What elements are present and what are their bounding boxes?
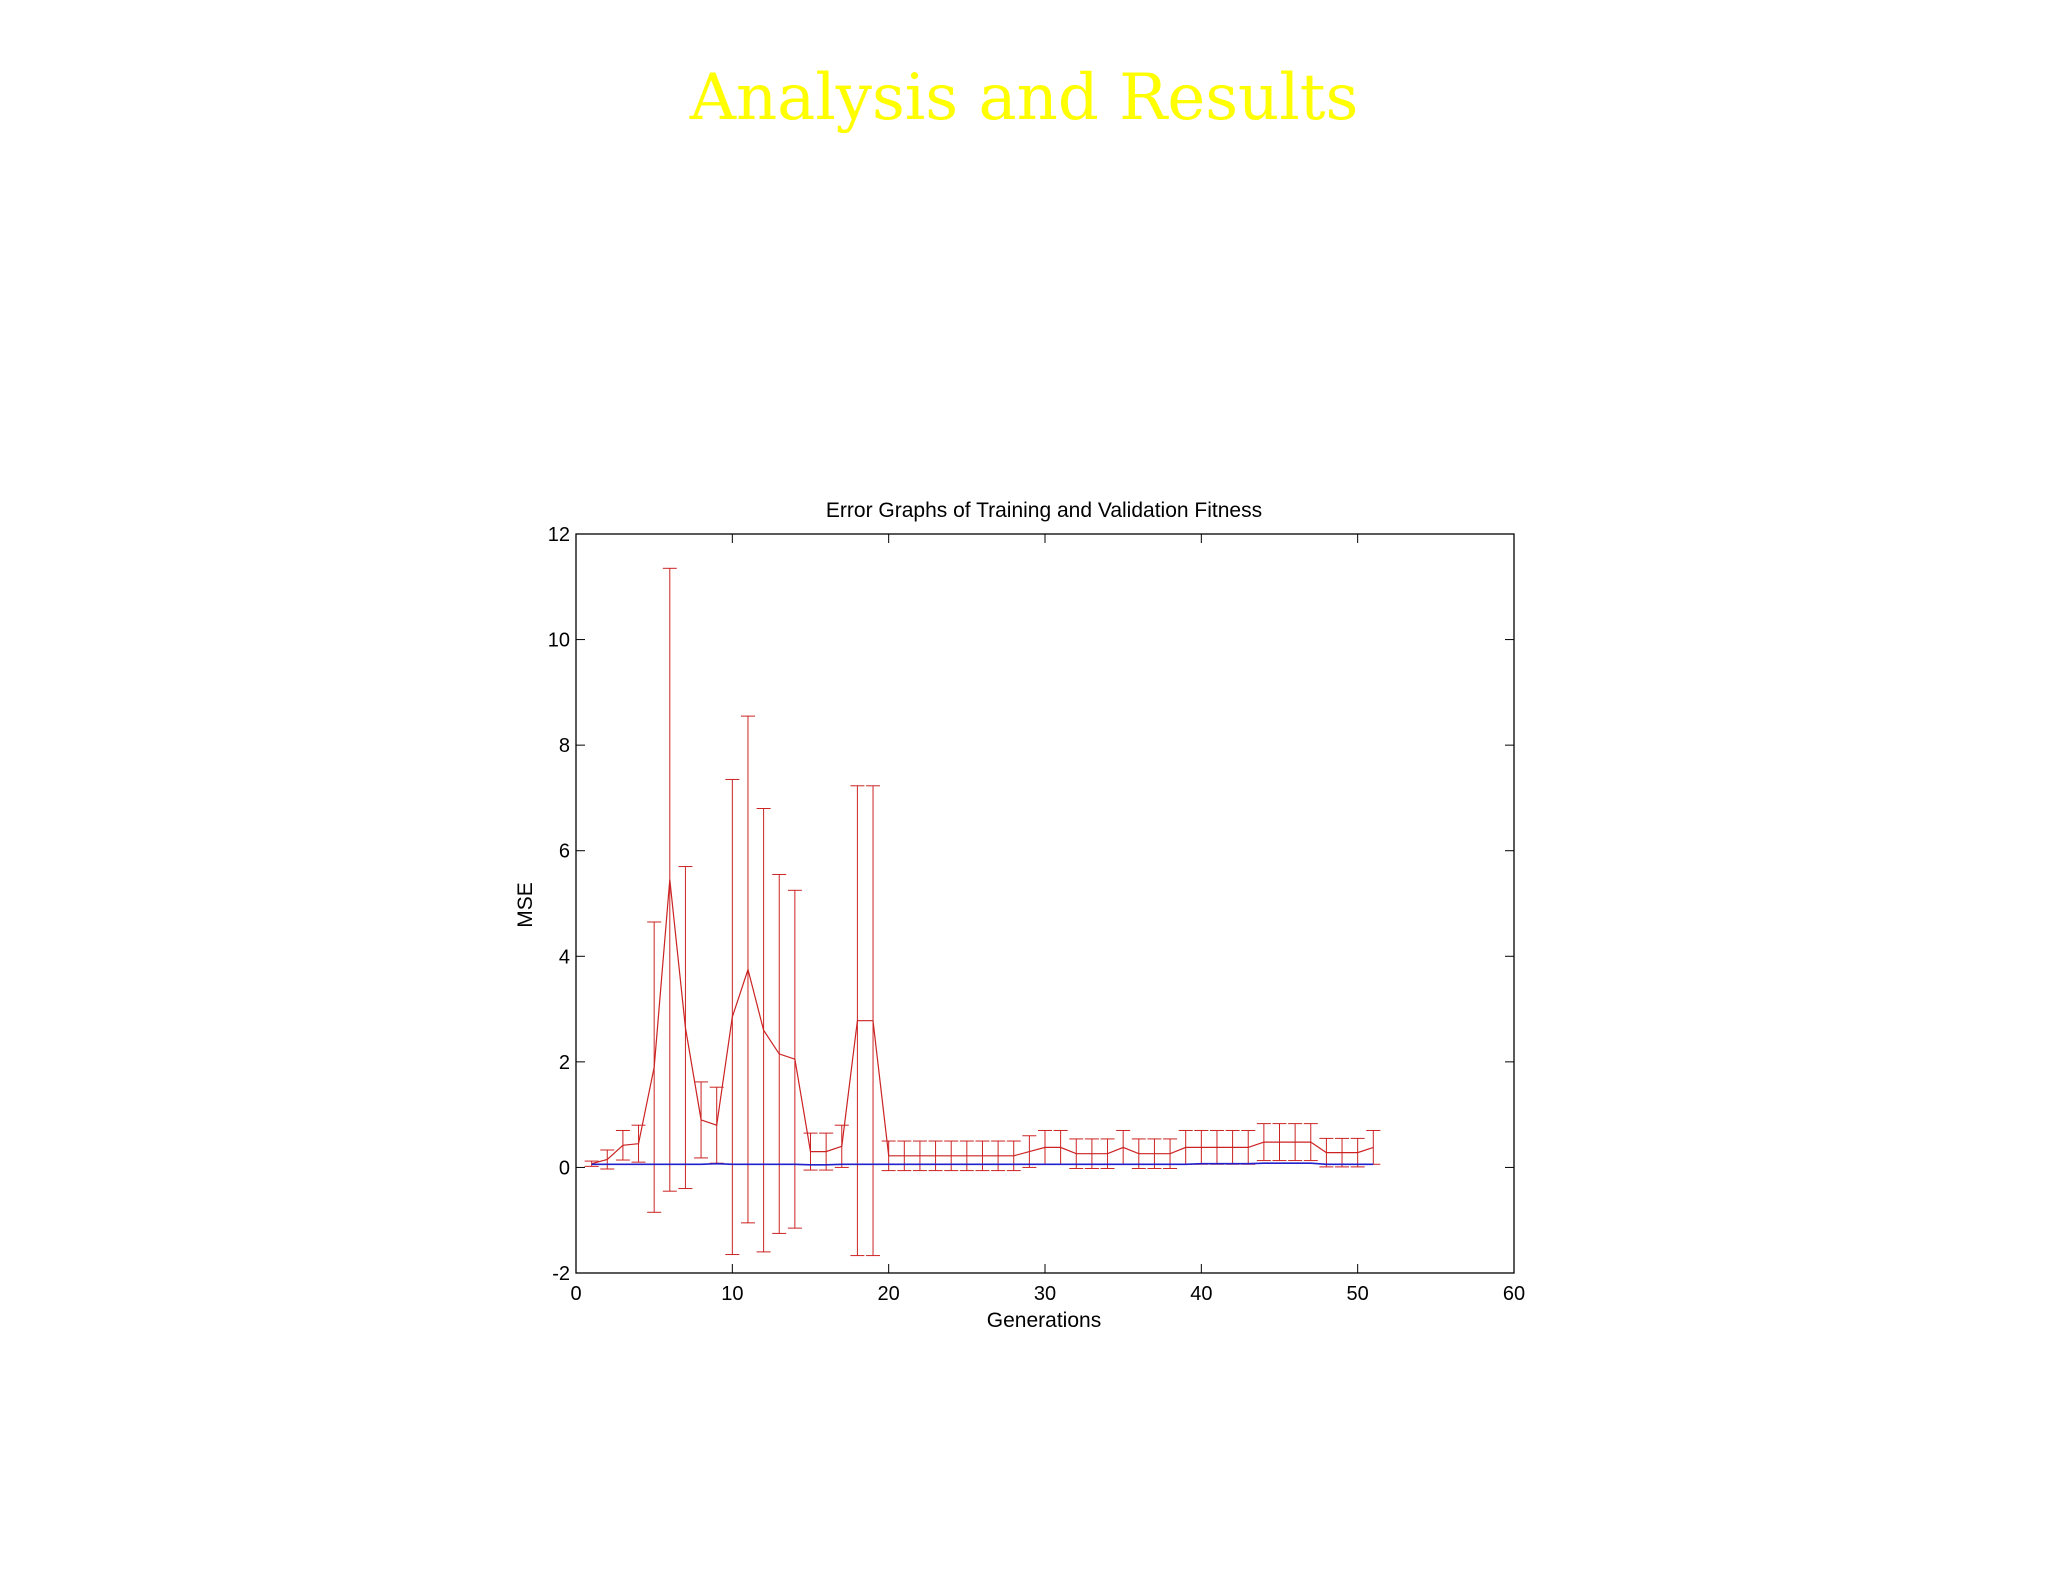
chart-title: Error Graphs of Training and Validation … [826,499,1262,522]
series-line [591,879,1374,1165]
x-tick-label: 10 [721,1283,743,1305]
x-tick-label: 20 [878,1283,900,1305]
y-axis-label: MSE [514,882,537,928]
slide-title: Analysis and Results [689,61,1359,135]
series-layer [584,567,1381,1257]
x-tick-label: 60 [1503,1283,1525,1305]
training-series [584,567,1381,1257]
y-tick-label: -2 [552,1263,570,1285]
y-tick-label: 12 [548,524,570,546]
series-line [591,1162,1374,1166]
x-tick-label: 40 [1190,1283,1212,1305]
x-tick-label: 50 [1347,1283,1369,1305]
validation-series [591,1162,1374,1166]
y-tick-label: 0 [559,1157,570,1179]
y-tick-label: 8 [559,735,570,757]
y-tick-label: 2 [559,1052,570,1074]
y-tick-label: 10 [548,630,570,652]
y-tick-label: 4 [559,946,570,968]
x-tick-label: 0 [570,1283,581,1305]
x-axis-label: Generations [987,1309,1101,1332]
y-tick-label: 6 [559,841,570,863]
x-tick-label: 30 [1034,1283,1056,1305]
